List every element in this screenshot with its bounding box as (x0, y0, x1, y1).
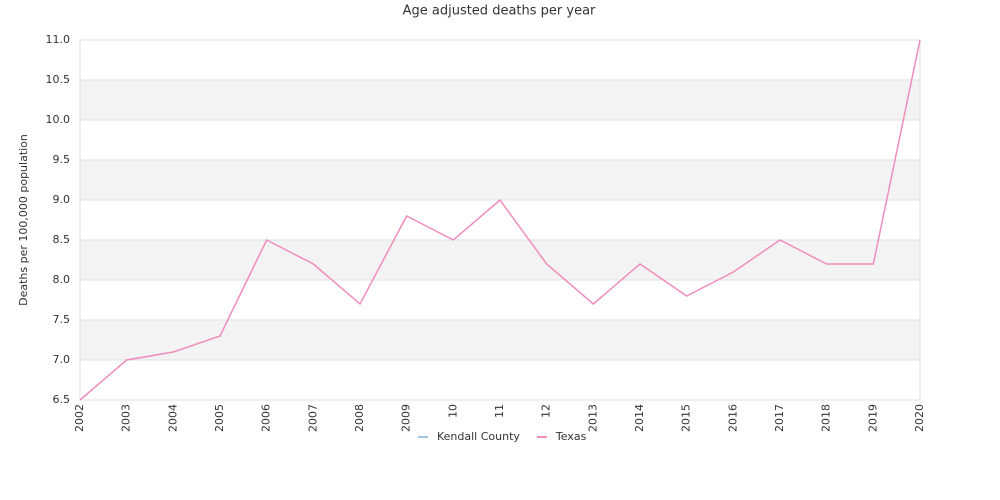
x-tick-label: 2015 (680, 404, 693, 432)
x-tick-label: 11 (493, 404, 506, 418)
y-tick-label: 7.0 (53, 353, 71, 366)
x-tick-label: 2014 (633, 404, 646, 432)
x-tick-label: 2017 (773, 404, 786, 432)
grid-band (80, 240, 920, 280)
y-tick-label: 10.0 (46, 113, 71, 126)
grid-band (80, 160, 920, 200)
y-tick-label: 10.5 (46, 73, 71, 86)
x-tick-label: 2004 (166, 404, 179, 432)
legend-label: Texas (555, 430, 587, 443)
x-tick-label: 2018 (820, 404, 833, 432)
y-axis-label: Deaths per 100,000 population (17, 134, 30, 306)
chart-title: Age adjusted deaths per year (403, 4, 596, 19)
y-tick-label: 11.0 (46, 33, 71, 46)
x-tick-label: 2002 (73, 404, 86, 432)
y-tick-label: 7.5 (53, 313, 71, 326)
y-tick-label: 8.5 (53, 233, 71, 246)
y-tick-label: 6.5 (53, 393, 71, 406)
y-tick-label: 9.5 (53, 153, 71, 166)
x-tick-label: 2005 (213, 404, 226, 432)
x-tick-label: 2008 (353, 404, 366, 432)
x-tick-label: 2007 (306, 404, 319, 432)
y-tick-label: 9.0 (53, 193, 71, 206)
legend-label: Kendall County (437, 430, 520, 443)
x-tick-label: 2003 (120, 404, 133, 432)
grid-band (80, 320, 920, 360)
x-tick-label: 12 (540, 404, 553, 418)
grid-band (80, 80, 920, 120)
y-tick-label: 8.0 (53, 273, 71, 286)
x-tick-label: 2019 (866, 404, 879, 432)
series-line (79, 39, 921, 401)
x-tick-label: 2009 (400, 404, 413, 432)
x-tick-label: 2013 (586, 404, 599, 432)
x-tick-label: 2006 (260, 404, 273, 432)
x-tick-label: 10 (446, 404, 459, 418)
x-tick-label: 2020 (913, 404, 926, 432)
x-tick-label: 2016 (726, 404, 739, 432)
